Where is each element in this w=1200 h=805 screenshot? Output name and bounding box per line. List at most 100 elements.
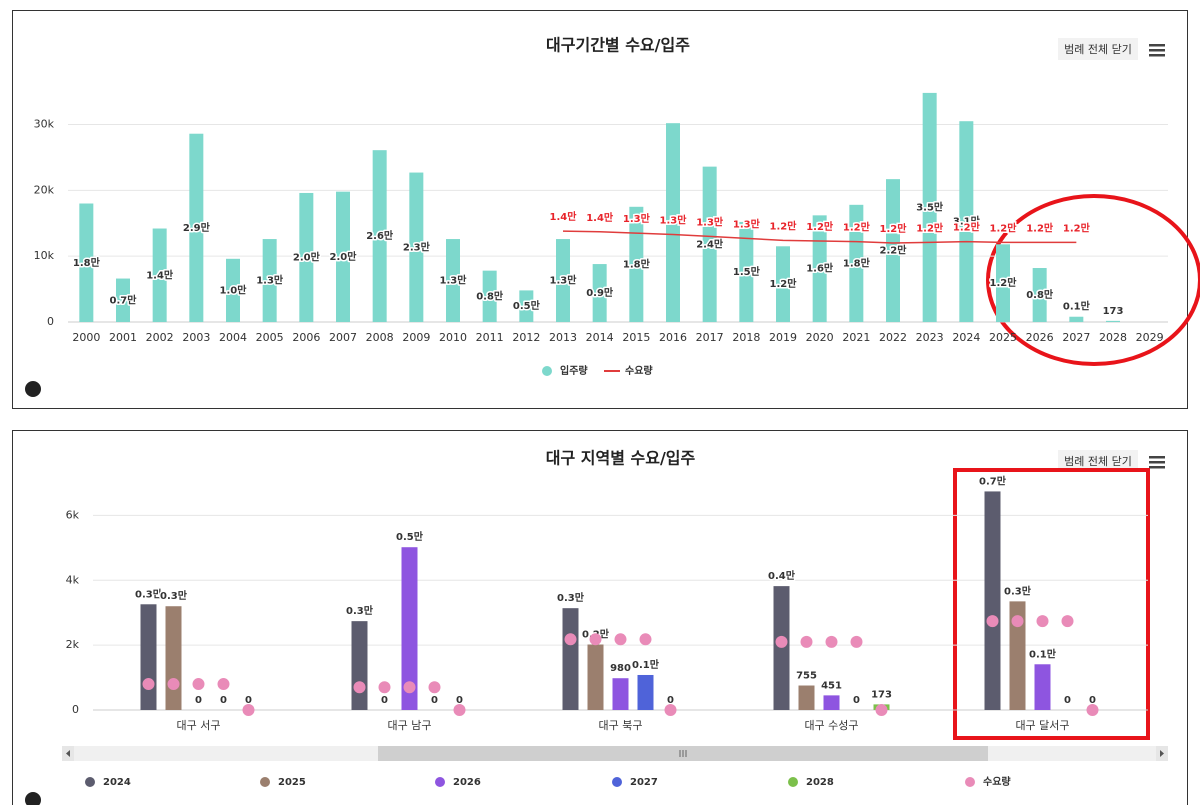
y-tick-label: 30k [34,118,55,131]
data-label: 0 [1064,695,1071,706]
legend-label[interactable]: 2027 [630,777,658,788]
legend-label[interactable]: 2026 [453,777,481,788]
dot [1036,615,1049,628]
bar [996,244,1010,322]
legend-label[interactable]: 2028 [806,777,834,788]
scrollbar[interactable] [62,746,1168,761]
data-label: 1.3만 [256,274,284,287]
x-tick-label: 2011 [476,331,504,344]
data-label: 1.2만 [916,221,944,234]
data-label: 1.8만 [843,256,871,269]
data-label: 1.3만 [733,217,761,230]
dot [142,678,155,691]
data-label: 2.0만 [330,250,358,263]
x-tick-label: 2010 [439,331,467,344]
x-tick-label: 2007 [329,331,357,344]
data-label: 1.2만 [806,220,834,233]
x-tick-label: 대구 남구 [388,719,432,732]
data-label: 0.8만 [476,289,504,302]
bar [140,604,157,710]
x-tick-label: 2028 [1099,331,1127,344]
legend-button[interactable] [1058,450,1138,472]
data-label: 0 [245,695,252,706]
data-label: 1.4만 [146,268,174,281]
bar [556,239,570,322]
bar [262,239,277,322]
legend-marker[interactable] [85,777,95,787]
x-tick-label: 대구 북구 [599,719,643,732]
data-label: 1.3만 [623,212,651,225]
x-tick-label: 2015 [622,331,650,344]
legend-button[interactable] [1058,38,1138,60]
legend-marker[interactable] [612,777,622,787]
legend-marker[interactable] [788,777,798,787]
data-label: 0 [195,695,202,706]
x-tick-label: 2016 [659,331,687,344]
y-tick-label: 20k [34,183,55,196]
bar [922,92,937,323]
legend-button-label[interactable]: 범례 전체 닫기 [1064,455,1132,468]
data-label: 1.2만 [990,276,1018,289]
legend-marker[interactable] [435,777,445,787]
bar [401,547,418,710]
data-label: 1.2만 [953,221,981,234]
bar [165,606,182,710]
x-tick-label: 대구 서구 [177,719,221,732]
data-label: 0.1만 [632,658,660,671]
legend-label[interactable]: 수요량 [625,365,653,377]
data-label: 1.3만 [550,274,578,287]
dot [614,633,627,646]
bar [886,179,900,322]
data-label: 1.2만 [1063,221,1091,234]
y-tick-label: 2k [66,638,80,651]
menu-icon[interactable] [1149,44,1165,469]
dot [800,635,813,648]
data-label: 0.4만 [768,569,796,582]
legend-button-label[interactable]: 범례 전체 닫기 [1064,43,1132,56]
bar [189,133,204,322]
legend-marker[interactable] [542,366,552,376]
x-tick-label: 2000 [72,331,100,344]
x-tick-label: 2018 [732,331,760,344]
data-label: 1.5만 [733,265,761,278]
bar [446,239,460,322]
data-label: 0.5만 [513,299,541,312]
data-label: 0.3만 [160,589,188,602]
x-tick-label: 2009 [402,331,430,344]
data-label: 1.3만 [440,274,468,287]
data-label: 0.8만 [1026,288,1054,301]
data-label: 1.3만 [660,213,688,226]
legend-label[interactable]: 수요량 [983,776,1011,788]
data-label: 2.2만 [880,244,908,257]
dot [664,704,677,716]
bar [562,608,579,710]
logo-icon [25,792,41,805]
legend-marker[interactable] [260,777,270,787]
legend-label[interactable]: 2024 [103,777,131,788]
bar [482,270,497,322]
data-label: 1.6만 [806,262,834,275]
bar [812,215,827,322]
data-label: 0 [381,695,388,706]
bar [666,123,680,322]
x-tick-label: 2027 [1062,331,1090,344]
legend-marker[interactable] [965,777,975,787]
bar [637,674,654,710]
legend-label[interactable]: 2025 [278,777,306,788]
bar [116,278,130,322]
data-label: 0.7만 [110,293,138,306]
bar [702,166,717,322]
data-label: 2.3만 [403,240,431,253]
dot [217,678,230,691]
legend-label[interactable]: 입주량 [560,364,588,377]
y-tick-label: 0 [47,315,54,328]
dot [1011,615,1024,628]
bar [776,246,790,322]
x-tick-label: 2006 [292,331,320,344]
dot [428,681,441,694]
y-tick-label: 4k [66,573,80,586]
x-tick-label: 2008 [366,331,394,344]
bar [739,221,754,322]
x-tick-label: 2004 [219,331,247,344]
